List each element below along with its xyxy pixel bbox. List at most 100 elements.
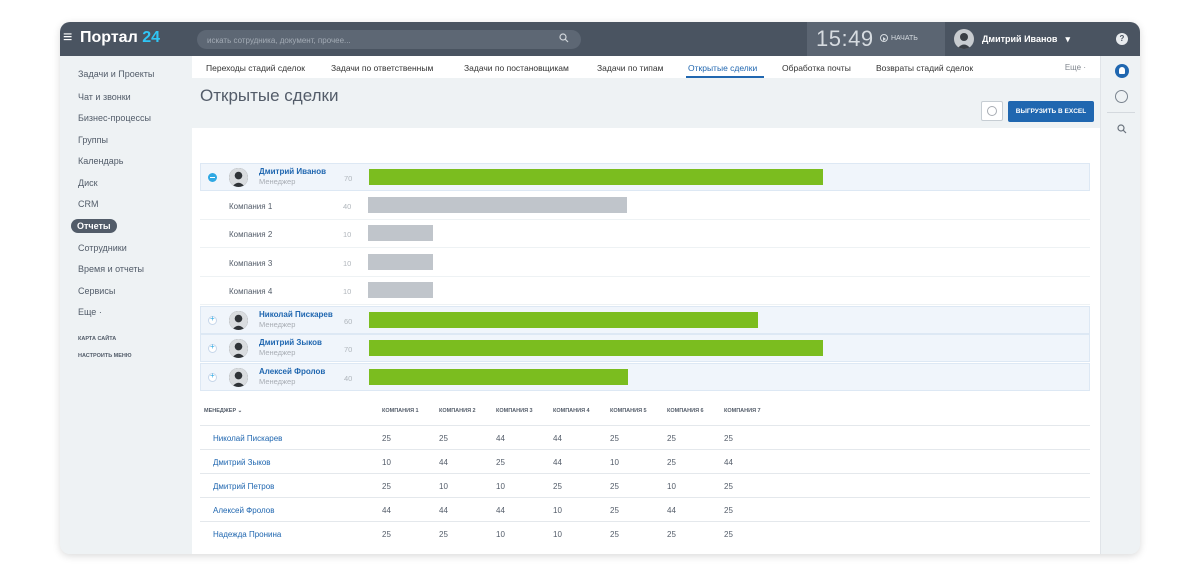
sidebar-item-bizproc[interactable]: Бизнес-процессы: [78, 113, 151, 123]
sidebar-item-crm[interactable]: CRM: [78, 199, 99, 209]
bar: [369, 169, 823, 185]
table-cell: 25: [724, 530, 733, 539]
right-sidebar: [1100, 56, 1140, 554]
search-icon[interactable]: [1117, 124, 1127, 134]
start-label: НАЧАТЬ: [891, 34, 918, 42]
company-column-header[interactable]: КОМПАНИЯ 3: [496, 408, 533, 414]
manager-column-header[interactable]: МЕНЕДЖЕР ⌄: [204, 408, 242, 414]
sidebar-item-more[interactable]: Еще ·: [78, 307, 102, 317]
company-row: Компания 4 10: [200, 277, 1090, 305]
sidebar-item-employees[interactable]: Сотрудники: [78, 243, 127, 253]
manager-link[interactable]: Дмитрий Зыков: [213, 458, 271, 467]
search-box[interactable]: [197, 30, 581, 50]
start-workday-button[interactable]: НАЧАТЬ: [880, 34, 918, 42]
manager-row[interactable]: Дмитрий Иванов Менеджер 70: [200, 163, 1090, 191]
chevron-down-icon: ⌄: [237, 408, 243, 414]
sidebar-item-groups[interactable]: Группы: [78, 135, 108, 145]
sidebar-item-tasks[interactable]: Задачи и Проекты: [78, 69, 155, 79]
manager-name[interactable]: Николай Пискарев: [259, 309, 333, 319]
table-cell: 44: [553, 434, 562, 443]
tab-mail-processing[interactable]: Обработка почты: [782, 63, 851, 73]
table-cell: 10: [667, 482, 676, 491]
sidebar-item-reports[interactable]: Отчеты: [71, 219, 117, 233]
company-column-header[interactable]: КОМПАНИЯ 1: [382, 408, 419, 414]
collapse-icon[interactable]: [208, 173, 217, 182]
manager-name[interactable]: Дмитрий Иванов: [259, 167, 327, 176]
chat-icon[interactable]: [1115, 90, 1128, 103]
sidebar-item-disk[interactable]: Диск: [78, 178, 98, 188]
bar: [369, 368, 629, 385]
hamburger-menu-icon[interactable]: ≡: [63, 29, 73, 46]
time-tracker: 15:49 НАЧАТЬ: [807, 22, 945, 56]
table-row: Надежда Пронина 25 25 10 10 25 25 25: [200, 521, 1090, 545]
tab-stage-transitions[interactable]: Переходы стадий сделок: [206, 63, 305, 73]
company-column-header[interactable]: КОМПАНИЯ 4: [553, 408, 590, 414]
manager-link[interactable]: Дмитрий Петров: [213, 482, 275, 491]
divider: [1107, 112, 1135, 113]
table-cell: 10: [553, 506, 562, 515]
bar: [369, 311, 758, 328]
table-cell: 25: [610, 482, 619, 491]
table-cell: 25: [382, 482, 391, 491]
user-menu[interactable]: Дмитрий Иванов ▾: [954, 29, 1070, 49]
sidebar-item-time[interactable]: Время и отчеты: [78, 264, 145, 274]
company-column-header[interactable]: КОМПАНИЯ 7: [724, 408, 761, 414]
sitemap-link[interactable]: КАРТА САЙТА: [78, 336, 117, 342]
manager-link[interactable]: Алексей Фролов: [213, 506, 275, 515]
table-cell: 44: [439, 506, 448, 515]
company-name: Компания 4: [229, 287, 273, 296]
company-name: Компания 3: [229, 258, 273, 268]
manager-name[interactable]: Дмитрий Зыков: [259, 338, 322, 347]
company-column-header[interactable]: КОМПАНИЯ 5: [610, 408, 647, 414]
manager-avatar: [229, 168, 248, 187]
user-avatar: [954, 29, 974, 49]
help-icon[interactable]: ?: [1116, 33, 1128, 45]
manager-role: Менеджер: [259, 319, 296, 329]
table-cell: 25: [667, 458, 676, 467]
bar-value-label: 10: [343, 258, 352, 268]
search-input[interactable]: [197, 31, 581, 50]
active-tab-underline: [686, 76, 764, 78]
table-cell: 25: [496, 458, 505, 467]
manager-link[interactable]: Николай Пискарев: [213, 434, 283, 443]
table-row: Дмитрий Петров 25 10 10 25 25 10 25: [200, 473, 1090, 497]
expand-icon[interactable]: [208, 371, 217, 382]
table-cell: 25: [439, 434, 448, 443]
tab-tasks-responsible[interactable]: Задачи по ответственным: [331, 63, 434, 73]
tab-stage-returns[interactable]: Возвраты стадий сделок: [876, 63, 974, 73]
sidebar-item-calendar[interactable]: Календарь: [78, 156, 124, 166]
sidebar-item-services[interactable]: Сервисы: [78, 286, 116, 296]
notifications-icon[interactable]: [1115, 64, 1129, 78]
manager-avatar: [229, 310, 248, 330]
sidebar-item-chat[interactable]: Чат и звонки: [78, 92, 131, 102]
manager-name[interactable]: Алексей Фролов: [259, 366, 326, 376]
portal-logo[interactable]: Портал 24: [80, 29, 160, 47]
table-cell: 25: [610, 434, 619, 443]
tab-tasks-creators[interactable]: Задачи по постановщикам: [464, 63, 569, 73]
company-column-header[interactable]: КОМПАНИЯ 2: [439, 408, 476, 414]
tab-more[interactable]: Еще ·: [1064, 63, 1086, 72]
report-content: Дмитрий Иванов Менеджер 70 Компания 1 40 Комп…: [192, 128, 1100, 554]
top-bar: ≡ Портал 24 15:49 НАЧАТЬ Дмитрий Иванов …: [60, 22, 1140, 56]
search-icon[interactable]: [559, 33, 569, 43]
page-header: Открытые сделки: [192, 78, 1100, 116]
table-cell: 44: [439, 458, 448, 467]
expand-icon[interactable]: [208, 342, 217, 353]
tab-open-deals[interactable]: Открытые сделки: [688, 63, 758, 73]
configure-menu-link[interactable]: НАСТРОИТЬ МЕНЮ: [78, 353, 132, 359]
bar: [368, 225, 433, 241]
table-cell: 25: [724, 482, 733, 491]
bar-value-label: 40: [343, 201, 352, 211]
export-excel-button[interactable]: ВЫГРУЗИТЬ В EXCEL: [1008, 101, 1094, 122]
manager-link[interactable]: Надежда Пронина: [213, 530, 282, 539]
tab-tasks-types[interactable]: Задачи по типам: [597, 63, 664, 73]
manager-role: Менеджер: [259, 376, 296, 386]
expand-icon[interactable]: [208, 314, 217, 325]
company-column-header[interactable]: КОМПАНИЯ 6: [667, 408, 704, 414]
settings-button[interactable]: [981, 101, 1003, 121]
table-cell: 44: [382, 506, 391, 515]
bar-value-label: 70: [344, 174, 353, 183]
